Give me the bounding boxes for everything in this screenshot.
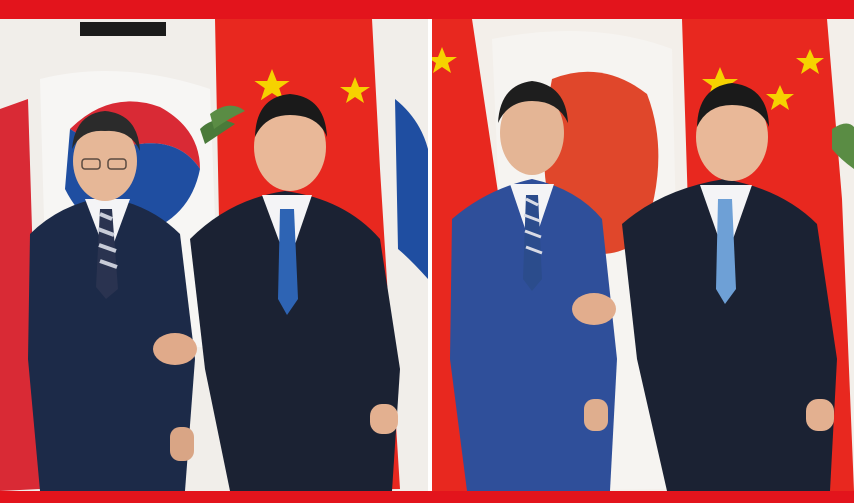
korea-flag-left	[0, 99, 40, 491]
person-right-right	[622, 83, 837, 491]
left-photo	[0, 19, 428, 491]
panel-divider	[428, 19, 432, 491]
person-center	[190, 94, 400, 491]
person-left	[28, 111, 195, 491]
right-photo	[432, 19, 854, 491]
person-right-left	[450, 81, 617, 491]
right-photo-scene	[432, 19, 854, 491]
handshake-right	[572, 293, 616, 325]
bottom-red-bar	[0, 491, 854, 503]
handshake-left	[153, 333, 197, 365]
wall-plaque	[80, 22, 166, 36]
potted-plant	[200, 105, 245, 144]
left-photo-scene	[0, 19, 428, 491]
top-red-bar	[0, 0, 854, 19]
